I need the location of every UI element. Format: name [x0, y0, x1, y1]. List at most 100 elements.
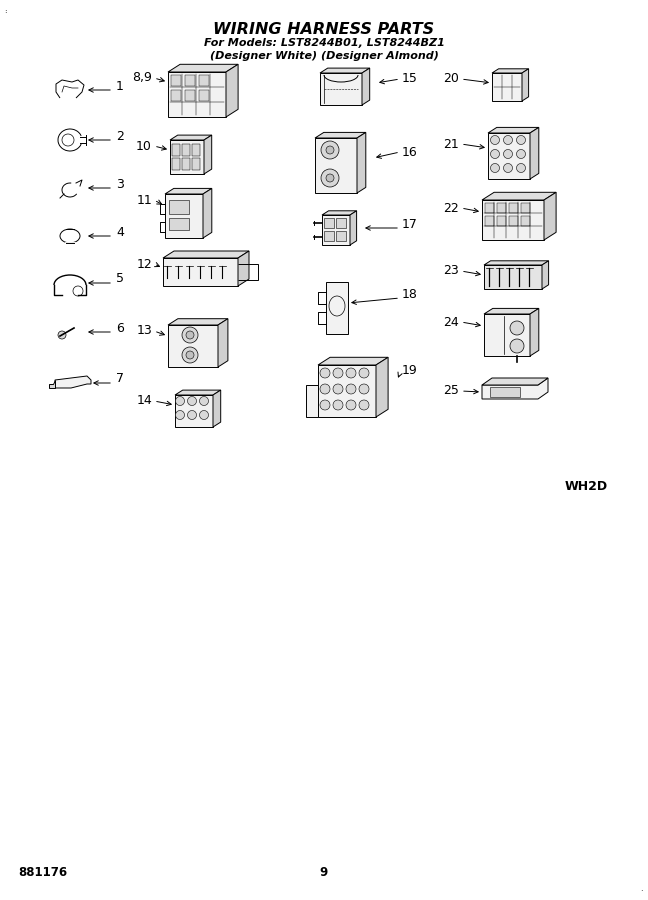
Text: .: .: [4, 4, 6, 13]
Circle shape: [346, 400, 356, 410]
Polygon shape: [530, 309, 538, 356]
Polygon shape: [165, 194, 203, 238]
Circle shape: [182, 327, 198, 343]
Circle shape: [359, 400, 369, 410]
Text: 881176: 881176: [18, 866, 67, 878]
Polygon shape: [165, 188, 212, 194]
Polygon shape: [350, 211, 356, 245]
Polygon shape: [488, 128, 538, 133]
Circle shape: [503, 149, 513, 158]
Circle shape: [320, 368, 330, 378]
Polygon shape: [318, 357, 388, 365]
Circle shape: [491, 136, 500, 145]
Bar: [497, 216, 506, 226]
Polygon shape: [322, 215, 350, 245]
Circle shape: [333, 400, 343, 410]
Polygon shape: [175, 390, 221, 395]
Polygon shape: [320, 68, 370, 73]
Polygon shape: [168, 72, 226, 117]
Polygon shape: [175, 395, 213, 427]
Polygon shape: [213, 390, 221, 427]
Circle shape: [326, 174, 334, 182]
Bar: [509, 216, 518, 226]
Polygon shape: [492, 68, 529, 73]
Circle shape: [516, 149, 526, 158]
Circle shape: [58, 331, 66, 339]
Polygon shape: [482, 378, 548, 385]
Polygon shape: [362, 68, 370, 105]
Circle shape: [503, 164, 513, 173]
Polygon shape: [163, 251, 249, 258]
Bar: [182, 144, 190, 156]
Polygon shape: [320, 73, 362, 105]
Bar: [182, 158, 190, 170]
Bar: [324, 218, 334, 228]
Text: WIRING HARNESS PARTS: WIRING HARNESS PARTS: [213, 22, 435, 37]
Polygon shape: [306, 385, 318, 417]
Bar: [169, 200, 189, 214]
Circle shape: [321, 141, 339, 159]
Polygon shape: [484, 309, 538, 314]
Text: .: .: [640, 884, 643, 893]
Bar: [521, 216, 530, 226]
Polygon shape: [484, 265, 542, 289]
Text: 6: 6: [116, 321, 124, 335]
Bar: [336, 231, 346, 241]
Bar: [336, 218, 346, 228]
Circle shape: [491, 149, 500, 158]
Text: 11: 11: [136, 194, 152, 206]
Circle shape: [321, 169, 339, 187]
Bar: [509, 203, 518, 213]
Text: WH2D: WH2D: [565, 480, 608, 493]
Text: 18: 18: [402, 289, 418, 302]
Text: 8,9: 8,9: [132, 71, 152, 85]
Text: .: .: [4, 6, 6, 15]
Circle shape: [359, 368, 369, 378]
Circle shape: [346, 384, 356, 394]
Text: 14: 14: [136, 394, 152, 408]
Polygon shape: [542, 261, 549, 289]
Polygon shape: [315, 138, 357, 193]
Text: 25: 25: [443, 384, 459, 398]
Bar: [521, 203, 530, 213]
Bar: [490, 387, 520, 397]
Bar: [485, 203, 494, 213]
Bar: [485, 216, 494, 226]
Polygon shape: [168, 325, 218, 367]
Bar: [171, 90, 181, 101]
Bar: [199, 90, 209, 101]
Text: For Models: LST8244B01, LST8244BZ1: For Models: LST8244B01, LST8244BZ1: [203, 38, 445, 48]
Text: 1: 1: [116, 79, 124, 93]
Polygon shape: [203, 188, 212, 238]
Polygon shape: [482, 378, 548, 399]
Polygon shape: [376, 357, 388, 417]
Text: 22: 22: [443, 202, 459, 214]
Polygon shape: [218, 319, 228, 367]
Bar: [192, 144, 200, 156]
Circle shape: [503, 136, 513, 145]
Bar: [172, 158, 180, 170]
Circle shape: [187, 397, 196, 406]
Polygon shape: [484, 314, 530, 356]
Circle shape: [516, 136, 526, 145]
Circle shape: [320, 384, 330, 394]
Polygon shape: [55, 376, 91, 388]
Text: 7: 7: [116, 373, 124, 385]
Bar: [185, 75, 195, 86]
Circle shape: [176, 397, 185, 406]
Circle shape: [186, 351, 194, 359]
Text: 19: 19: [402, 364, 418, 376]
Circle shape: [320, 400, 330, 410]
Bar: [324, 231, 334, 241]
Circle shape: [182, 347, 198, 363]
Bar: [199, 75, 209, 86]
Circle shape: [333, 384, 343, 394]
Bar: [172, 144, 180, 156]
Text: 17: 17: [402, 218, 418, 230]
Bar: [497, 203, 506, 213]
Polygon shape: [49, 380, 55, 388]
Circle shape: [491, 164, 500, 173]
Bar: [169, 218, 189, 230]
Polygon shape: [357, 132, 366, 193]
Circle shape: [176, 410, 185, 419]
